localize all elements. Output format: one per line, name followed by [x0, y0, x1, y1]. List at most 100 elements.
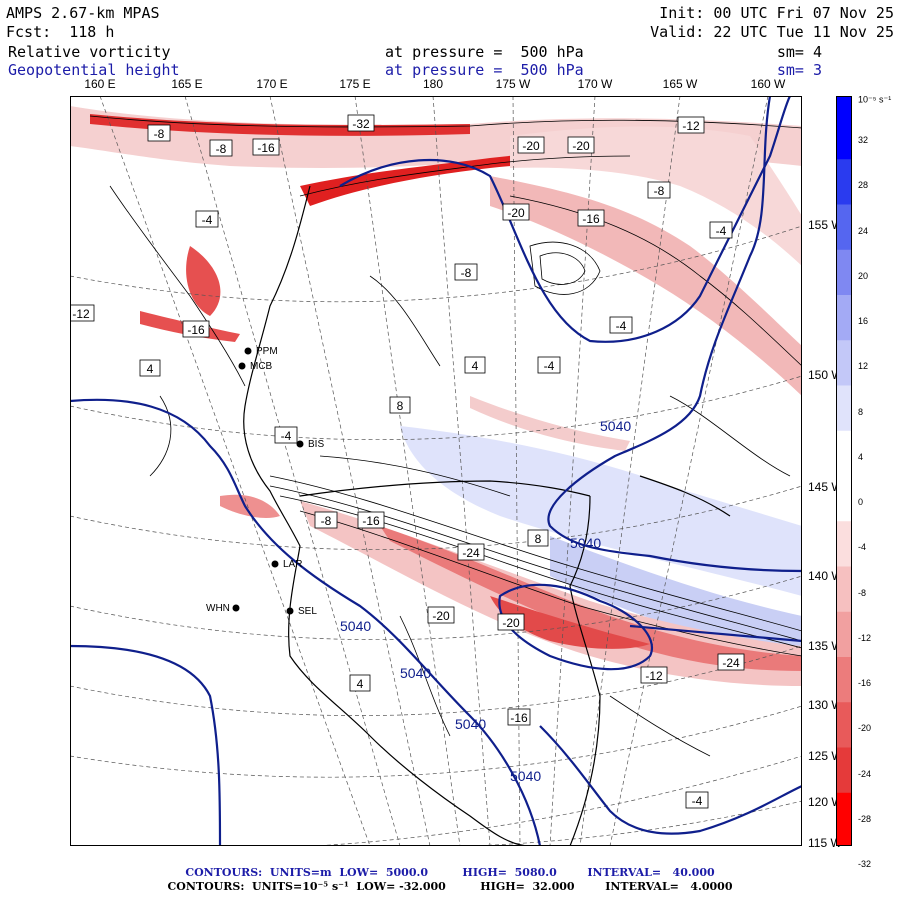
vorticity-contour: [269, 475, 802, 632]
svg-text:-4: -4: [202, 213, 213, 227]
vorticity-label: -12: [70, 304, 95, 322]
svg-text:-20: -20: [572, 139, 590, 153]
vorticity-label: 4: [464, 356, 486, 374]
colorbar-tick-label: -12: [858, 632, 872, 643]
svg-text:-8: -8: [321, 514, 332, 528]
svg-text:-24: -24: [462, 546, 480, 560]
negative-vorticity-band: [380, 526, 802, 671]
colorbar-tick-label: -4: [858, 542, 867, 553]
svg-text:-16: -16: [510, 711, 528, 725]
vorticity-label: 4: [349, 674, 371, 692]
vorticity-contour: [269, 485, 802, 642]
lon-label: 160 W: [750, 77, 786, 91]
colorbar-cells: [836, 96, 852, 846]
vorticity-label: -8: [147, 124, 171, 142]
vorticity-label: -8: [647, 181, 671, 199]
vorticity-label: -8: [314, 511, 338, 529]
colorbar-cell: [836, 476, 852, 522]
height-contour-label: 5040: [400, 665, 431, 681]
height-contours: [70, 96, 802, 846]
colorbar-tick-label: 16: [858, 316, 869, 326]
vorticity-label: -20: [517, 136, 545, 154]
field1-smoothing: sm= 4: [776, 43, 822, 61]
vorticity-label: 8: [527, 529, 549, 547]
vorticity-label: -16: [577, 209, 605, 227]
height-contour: [498, 583, 653, 671]
vorticity-label: -4: [537, 356, 561, 374]
field2-level: at pressure = 500 hPa: [385, 61, 584, 79]
lon-label: 165 E: [171, 77, 203, 91]
colorbar-cell: [836, 792, 852, 839]
height-contour: [547, 96, 802, 573]
station-marker: BIS: [296, 439, 324, 450]
height-contour-label: 5040: [455, 716, 486, 732]
colorbar-cell: [836, 657, 852, 703]
lon-label: 165 W: [662, 77, 698, 91]
svg-text:-8: -8: [461, 266, 472, 280]
height-contour-label: 5040: [570, 535, 601, 551]
vorticity-label: -8: [209, 139, 233, 157]
vorticity-label: -16: [357, 511, 385, 529]
vorticity-map: 5040 5040 5040 5040 5040 5040 5040 -8 -1…: [70, 96, 802, 846]
vorticity-contour: [319, 455, 511, 497]
colorbar-units: 10⁻⁵ s⁻¹: [858, 94, 892, 105]
station-marker: LAR: [271, 559, 302, 570]
svg-text:LAR: LAR: [283, 559, 302, 570]
svg-text:-4: -4: [716, 224, 727, 238]
vorticity-contour: [109, 185, 246, 387]
field1-name: Relative vorticity: [8, 43, 171, 61]
lon-label: 160 E: [84, 77, 116, 91]
vorticity-contour: [539, 252, 586, 285]
vorticity-label: -12: [640, 666, 668, 684]
vorticity-contour: [399, 615, 451, 737]
positive-vorticity-band: [400, 426, 802, 596]
colorbar-tick-label: 12: [858, 361, 869, 372]
parallel: [110, 755, 802, 846]
lat-label: 150 W: [808, 368, 843, 382]
svg-text:8: 8: [535, 532, 542, 546]
parallel: [70, 645, 802, 716]
meridian: [354, 96, 461, 846]
coastline-segment: [639, 475, 731, 517]
vorticity-contours: [89, 115, 802, 757]
colorbar-cell: [836, 702, 852, 748]
vorticity-label: -4: [609, 316, 633, 334]
svg-text:-20: -20: [432, 609, 450, 623]
vorticity-contour: [509, 195, 802, 367]
forecast-hour: Fcst: 118 h: [6, 23, 115, 41]
vorticity-label: -20: [427, 606, 455, 624]
model-title: AMPS 2.67-km MPAS: [6, 4, 160, 22]
height-contour-label: 5040: [510, 768, 541, 784]
height-contour-info: CONTOURS: UNITS=m LOW= 5000.0 HIGH= 5080…: [185, 866, 715, 879]
svg-text:-12: -12: [682, 119, 700, 133]
vorticity-label-boxes: -8 -16 -8 -12 -16 -4 4 -4 8 -8 -16 -24 -…: [70, 114, 745, 809]
colorbar-tick-label: -32: [858, 859, 872, 869]
colorbar-tick-label: -24: [858, 768, 872, 779]
svg-text:4: 4: [472, 359, 479, 373]
svg-text:-32: -32: [352, 117, 370, 131]
station-marker: MCB: [238, 361, 273, 372]
vorticity-contour: [299, 155, 631, 197]
vorticity-label: 8: [389, 396, 411, 414]
svg-text:-8: -8: [216, 142, 227, 156]
field1-level: at pressure = 500 hPa: [385, 43, 584, 61]
colorbar-cell: [836, 295, 852, 341]
svg-text:4: 4: [357, 677, 364, 691]
svg-text:-20: -20: [502, 616, 520, 630]
vorticity-contour-info: CONTOURS: UNITS=10⁻⁵ s⁻¹ LOW= -32.000 HI…: [167, 880, 733, 893]
colorbar-tick-label: -16: [858, 678, 872, 688]
lat-label: 145 W: [808, 480, 843, 494]
negative-vorticity-band: [90, 114, 470, 136]
colorbar-tick-label: 32: [858, 135, 869, 145]
graticule: [70, 96, 802, 846]
svg-text:PPM: PPM: [256, 346, 278, 357]
vorticity-contour: [369, 275, 441, 367]
svg-text:-16: -16: [187, 323, 205, 337]
colorbar-cell: [836, 838, 852, 846]
vorticity-label: -4: [274, 426, 298, 444]
colorbar-tick-label: 4: [858, 451, 864, 462]
vorticity-label: -20: [502, 203, 530, 221]
negative-vorticity-band: [470, 396, 630, 451]
negative-vorticity-band: [490, 596, 650, 649]
colorbar-frame: [836, 96, 852, 846]
